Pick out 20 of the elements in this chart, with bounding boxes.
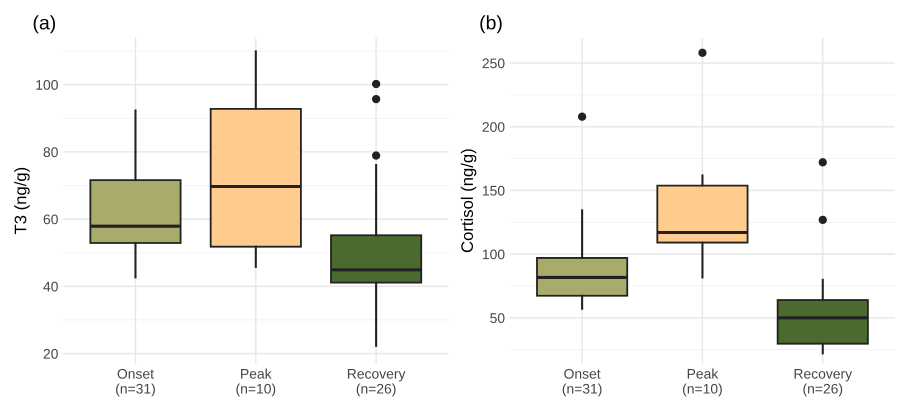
y-axis-title: T3 (ng/g) xyxy=(14,168,30,234)
x-tick-label: Onset (n=31) xyxy=(562,368,602,396)
y-tick-label: 50 xyxy=(490,313,505,323)
y-tick-label: 150 xyxy=(482,186,505,196)
y-axis-title: Cortisol (ng/g) xyxy=(460,149,476,252)
y-tick-label: 250 xyxy=(482,58,505,68)
y-tick-label: 60 xyxy=(44,214,58,224)
x-tick-label: Recovery (n=26) xyxy=(348,369,406,396)
chart-title: (b) xyxy=(480,15,502,34)
x-tick-label: Onset (n=31) xyxy=(116,368,155,396)
y-tick-label: 80 xyxy=(44,147,58,158)
y-tick-label: 100 xyxy=(482,249,505,260)
x-tick-label: Recovery (n=26) xyxy=(794,369,852,396)
x-tick-label: Peak (n=10) xyxy=(683,368,722,396)
x-tick-label: Peak (n=10) xyxy=(236,368,276,396)
y-tick-label: 40 xyxy=(43,282,58,292)
y-tick-label: 100 xyxy=(36,80,58,90)
chart-title: (a) xyxy=(34,15,56,34)
y-tick-label: 200 xyxy=(482,122,505,132)
y-tick-label: 20 xyxy=(44,348,58,359)
